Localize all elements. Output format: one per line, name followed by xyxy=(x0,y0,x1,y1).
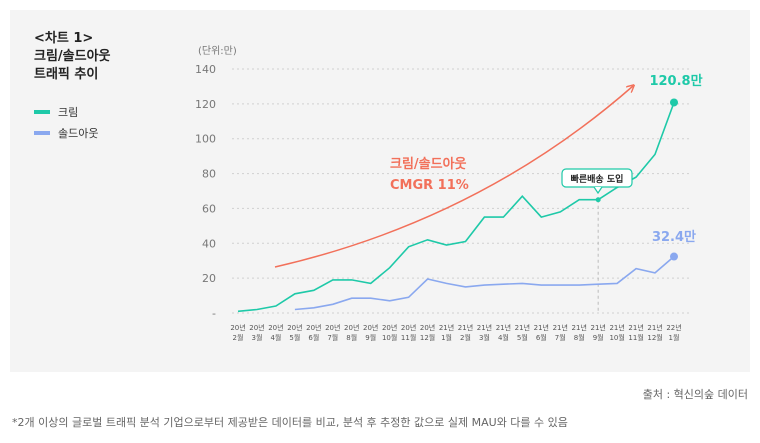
y-tick-label: 140 xyxy=(195,63,216,76)
x-tick-label: 21년 9월 xyxy=(590,323,605,342)
series-line-soldout xyxy=(294,255,675,311)
x-axis-ticks: 20년 2월 20년 3월 20년 4월 20년 5월 20년 6월 20년 7월 20년 8월 20년 9월… xyxy=(230,323,681,342)
y-tick-label: - xyxy=(212,307,216,320)
x-tick-label: 20년 8월 xyxy=(344,323,359,342)
chart-number: <차트 1> xyxy=(34,31,94,46)
chart-panel xyxy=(10,10,750,372)
x-tick-label: 20년 9월 xyxy=(363,323,378,342)
y-tick-label: 120 xyxy=(195,98,216,111)
x-tick-label: 21년 2월 xyxy=(458,323,473,342)
y-tick-label: 20 xyxy=(202,272,216,285)
source-text: 출처 : 혁신의숲 데이터 xyxy=(642,388,748,401)
x-tick-label: 21년 12월 xyxy=(647,323,662,342)
x-tick-label: 21년 5월 xyxy=(515,323,530,342)
chart-title-line-1: 크림/솔드아웃 xyxy=(34,49,111,64)
series-line-kream xyxy=(237,102,675,313)
x-tick-label: 20년 2월 xyxy=(230,323,245,342)
cmgr-trend-arrow xyxy=(274,86,633,268)
x-tick-label: 20년 5월 xyxy=(287,323,302,342)
legend-swatch-soldout xyxy=(34,131,50,135)
kream-end-point xyxy=(670,98,678,107)
x-tick-label: 20년 3월 xyxy=(249,323,264,342)
x-tick-label: 22년 1월 xyxy=(666,323,681,342)
legend-swatch-kream xyxy=(34,110,50,114)
cmgr-label-line-2: CMGR 11% xyxy=(390,178,469,193)
x-tick-label: 21년 11월 xyxy=(628,323,643,342)
soldout-end-point xyxy=(670,252,678,261)
cmgr-label-line-1: 크림/솔드아웃 xyxy=(390,156,467,172)
x-tick-label: 21년 3월 xyxy=(477,323,492,342)
kream-end-label: 120.8만 xyxy=(649,73,702,89)
x-tick-label: 21년 4월 xyxy=(496,323,511,342)
x-tick-label: 20년 10월 xyxy=(382,323,397,342)
x-tick-label: 20년 7월 xyxy=(325,323,340,342)
chart-title-line-2: 트래픽 추이 xyxy=(34,67,99,82)
y-tick-label: 80 xyxy=(202,168,216,181)
footnote-text: *2개 이상의 글로벌 트래픽 분석 기업으로부터 제공받은 데이터를 비교, … xyxy=(12,416,568,429)
y-tick-label: 40 xyxy=(202,237,216,250)
x-tick-label: 20년 4월 xyxy=(268,323,283,342)
x-tick-label: 20년 6월 xyxy=(306,323,321,342)
legend-item-soldout: 솔드아웃 xyxy=(34,125,98,141)
callout-point xyxy=(595,197,601,203)
x-tick-label: 20년 11월 xyxy=(401,323,416,342)
unit-label: (단위:만) xyxy=(198,46,237,57)
y-tick-label: 100 xyxy=(195,133,216,146)
legend-item-kream: 크림 xyxy=(34,104,78,120)
x-tick-label: 20년 12월 xyxy=(420,323,435,342)
series-points xyxy=(595,98,678,261)
y-tick-label: 60 xyxy=(202,202,216,215)
legend-label-soldout: 솔드아웃 xyxy=(58,127,99,140)
x-tick-label: 21년 1월 xyxy=(439,323,454,342)
y-axis-ticks: 140 120 100 80 60 40 20 - xyxy=(195,63,216,320)
callout-pointer xyxy=(593,186,603,195)
x-tick-label: 21년 10월 xyxy=(609,323,624,342)
legend-label-kream: 크림 xyxy=(58,106,79,119)
chart-title: <차트 1> 크림/솔드아웃 트래픽 추이 xyxy=(34,30,111,84)
callout-badge: 빠른배송 도입 xyxy=(561,168,633,195)
soldout-end-label: 32.4만 xyxy=(652,229,696,245)
x-tick-label: 21년 6월 xyxy=(534,323,549,342)
x-tick-label: 21년 7월 xyxy=(553,323,568,342)
x-tick-label: 21년 8월 xyxy=(572,323,587,342)
callout-label: 빠른배송 도입 xyxy=(571,173,624,185)
